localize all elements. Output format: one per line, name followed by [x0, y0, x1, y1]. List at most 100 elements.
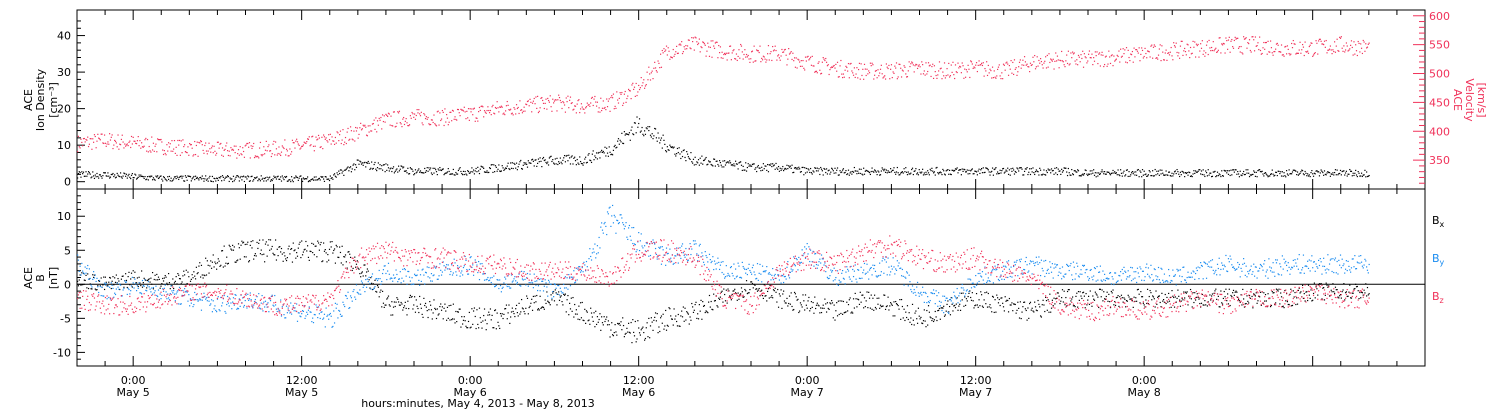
- data-point: [1200, 170, 1203, 172]
- data-point: [665, 309, 667, 312]
- data-point: [1205, 170, 1207, 172]
- data-point: [290, 248, 292, 250]
- data-point: [340, 142, 342, 145]
- data-point: [193, 303, 195, 306]
- data-point: [607, 155, 609, 157]
- data-point: [557, 99, 559, 101]
- data-point: [751, 51, 753, 53]
- data-point: [447, 124, 449, 126]
- data-point: [447, 317, 449, 319]
- data-point: [384, 121, 386, 123]
- data-point: [1210, 50, 1212, 52]
- data-point: [909, 65, 911, 68]
- data-point: [268, 239, 270, 241]
- data-point: [296, 177, 299, 179]
- data-point: [718, 297, 720, 299]
- data-point: [104, 284, 107, 286]
- data-point: [902, 70, 904, 72]
- data-point: [905, 311, 907, 313]
- data-point: [676, 320, 678, 323]
- data-point: [572, 296, 574, 299]
- data-point: [626, 327, 628, 329]
- data-point: [782, 293, 784, 295]
- data-point: [149, 150, 151, 152]
- data-point: [713, 45, 715, 47]
- data-point: [825, 61, 828, 63]
- data-point: [1261, 170, 1263, 172]
- data-point: [315, 136, 317, 138]
- data-point: [1163, 59, 1166, 61]
- data-point: [958, 169, 960, 171]
- data-point: [274, 176, 276, 179]
- data-point: [695, 301, 697, 303]
- data-point: [700, 162, 702, 164]
- data-point: [533, 302, 535, 304]
- data-point: [1296, 52, 1298, 54]
- data-point: [875, 171, 877, 173]
- data-point: [1253, 293, 1255, 295]
- data-point: [253, 300, 256, 303]
- data-point: [947, 300, 949, 302]
- density-tick-label: 30: [57, 66, 71, 79]
- data-point: [1269, 305, 1272, 308]
- data-point: [660, 66, 663, 68]
- data-point: [793, 57, 796, 59]
- data-point: [672, 48, 674, 51]
- data-point: [711, 308, 713, 310]
- data-point: [467, 108, 470, 110]
- data-point: [520, 109, 523, 111]
- data-point: [103, 282, 106, 284]
- data-point: [1180, 300, 1182, 302]
- data-point: [1160, 173, 1162, 175]
- data-point: [1125, 174, 1127, 176]
- data-point: [906, 76, 908, 78]
- data-point: [284, 317, 286, 319]
- data-point: [830, 303, 832, 305]
- data-point: [1050, 311, 1052, 313]
- data-point: [825, 303, 827, 305]
- data-point: [341, 245, 343, 247]
- data-point: [898, 63, 900, 65]
- data-point: [734, 165, 736, 167]
- data-point: [778, 57, 781, 59]
- data-point: [463, 106, 465, 108]
- data-point: [806, 171, 808, 173]
- data-point: [169, 180, 171, 182]
- data-point: [279, 310, 281, 312]
- data-point: [966, 71, 968, 73]
- data-point: [1313, 282, 1315, 284]
- data-point: [1068, 64, 1070, 66]
- data-point: [244, 176, 246, 178]
- data-point: [365, 126, 367, 128]
- data-point: [1139, 302, 1141, 304]
- data-point: [403, 116, 405, 119]
- data-point: [1185, 292, 1187, 294]
- data-point: [153, 150, 155, 152]
- data-point: [101, 286, 103, 289]
- data-point: [387, 297, 389, 299]
- data-point: [880, 306, 882, 308]
- data-point: [823, 307, 825, 309]
- data-point: [434, 307, 436, 310]
- data-point: [828, 169, 830, 171]
- data-point: [223, 245, 225, 247]
- data-point: [1056, 292, 1059, 294]
- data-point: [334, 262, 337, 264]
- data-point: [875, 69, 877, 72]
- data-point: [1290, 172, 1292, 175]
- data-point: [266, 150, 268, 152]
- data-point: [365, 166, 367, 168]
- data-point: [579, 111, 581, 114]
- data-point: [240, 244, 242, 246]
- data-point: [1214, 48, 1216, 51]
- data-point: [918, 169, 920, 171]
- data-point: [166, 298, 168, 300]
- data-point: [203, 152, 205, 154]
- data-point: [517, 166, 519, 168]
- data-point: [196, 273, 198, 275]
- data-point: [507, 312, 509, 314]
- data-point: [678, 44, 680, 46]
- data-point: [492, 327, 494, 329]
- data-point: [85, 171, 87, 173]
- data-point: [886, 305, 888, 307]
